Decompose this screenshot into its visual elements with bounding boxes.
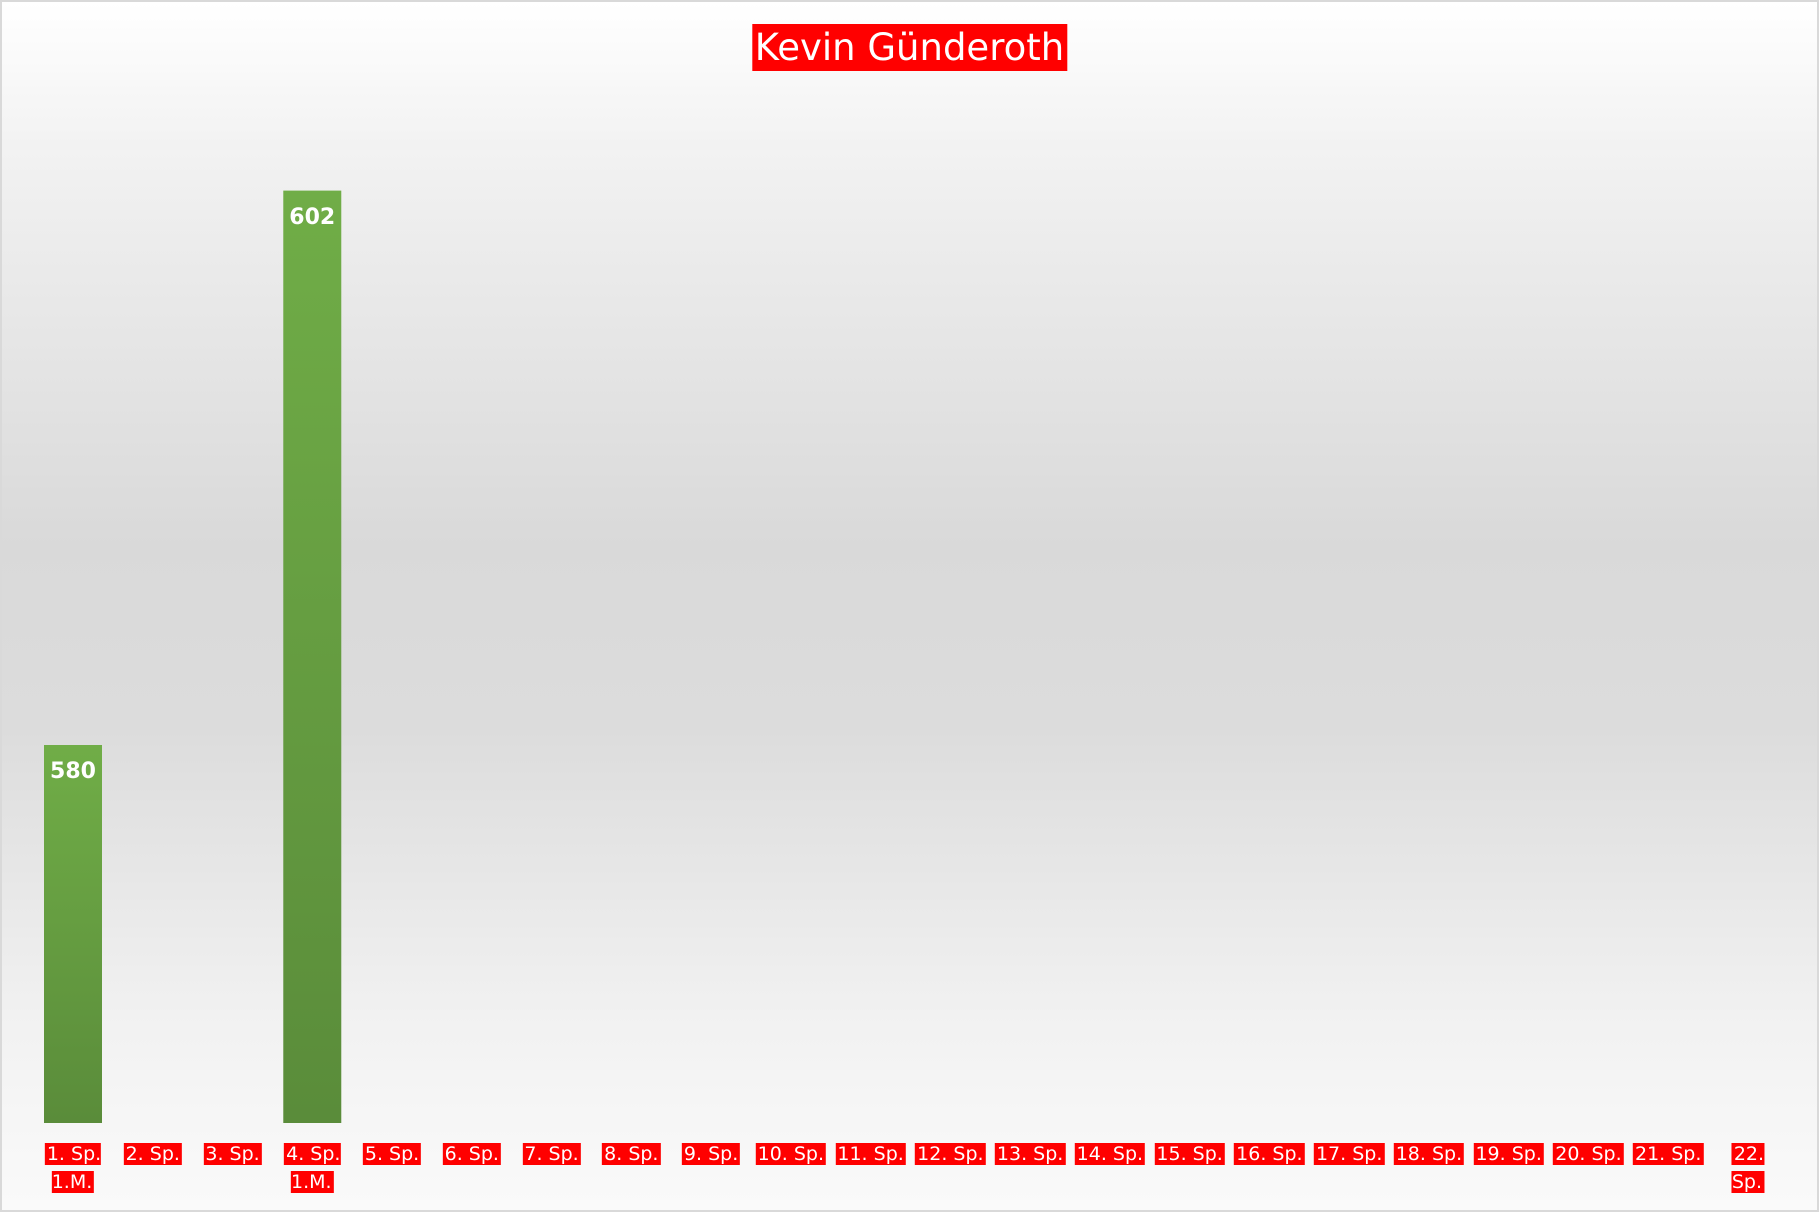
x-tick-text: 10. Sp.: [755, 1143, 827, 1165]
x-tick-text: 6. Sp.: [442, 1143, 501, 1165]
bar: [283, 190, 342, 1124]
x-tick-label: 17. Sp.: [1313, 1140, 1385, 1168]
x-tick-text: 18. Sp.: [1393, 1143, 1465, 1165]
data-label: 602: [289, 204, 336, 230]
x-tick-label: 14. Sp.: [1074, 1140, 1146, 1168]
chart-title: Kevin Günderoth: [751, 24, 1068, 71]
x-tick-label: 8. Sp.: [602, 1140, 661, 1168]
x-tick-label: 9. Sp.: [681, 1140, 741, 1168]
x-tick-label: 2. Sp.: [123, 1140, 182, 1168]
x-tick-text: 16. Sp.: [1234, 1143, 1305, 1165]
x-tick-label: 16. Sp.: [1234, 1140, 1305, 1168]
x-tick-text: 7. Sp.: [522, 1143, 581, 1165]
x-tick-label: 21. Sp.: [1632, 1140, 1704, 1168]
x-tick-label: 7. Sp.: [522, 1140, 581, 1168]
x-tick-label: 18. Sp.: [1393, 1140, 1465, 1168]
x-tick-label: 1. Sp. 1.M.: [44, 1140, 102, 1196]
x-tick-text: 4. Sp. 1.M.: [284, 1143, 341, 1193]
x-tick-text: 8. Sp.: [602, 1143, 661, 1165]
bar: [44, 745, 102, 1123]
x-tick-label: 22. Sp.: [1713, 1140, 1782, 1196]
x-tick-text: 19. Sp.: [1473, 1143, 1544, 1165]
x-tick-text: 21. Sp.: [1632, 1143, 1704, 1165]
x-tick-label: 5. Sp.: [362, 1140, 422, 1168]
x-tick-label: 11. Sp.: [835, 1140, 906, 1168]
x-tick-label: 19. Sp.: [1473, 1140, 1544, 1168]
x-tick-text: 1. Sp. 1.M.: [44, 1143, 102, 1193]
x-tick-text: 3. Sp.: [203, 1143, 262, 1165]
x-tick-text: 17. Sp.: [1313, 1143, 1385, 1165]
x-tick-label: 12. Sp.: [915, 1140, 986, 1168]
x-tick-text: 22. Sp.: [1731, 1143, 1765, 1193]
x-tick-text: 13. Sp.: [994, 1143, 1066, 1165]
x-tick-label: 3. Sp.: [203, 1140, 262, 1168]
x-tick-text: 11. Sp.: [835, 1143, 906, 1165]
x-tick-text: 5. Sp.: [362, 1143, 422, 1165]
x-tick-label: 13. Sp.: [994, 1140, 1066, 1168]
x-tick-text: 9. Sp.: [681, 1143, 741, 1165]
x-tick-text: 14. Sp.: [1074, 1143, 1146, 1165]
x-tick-text: 12. Sp.: [915, 1143, 986, 1165]
data-label: 580: [50, 759, 96, 784]
x-tick-label: 6. Sp.: [442, 1140, 501, 1168]
x-tick-label: 15. Sp.: [1154, 1140, 1225, 1168]
x-tick-label: 4. Sp. 1.M.: [284, 1140, 341, 1196]
x-tick-text: 15. Sp.: [1154, 1143, 1225, 1165]
x-tick-label: 10. Sp.: [755, 1140, 827, 1168]
x-tick-label: 20. Sp.: [1553, 1140, 1624, 1168]
x-tick-text: 2. Sp.: [123, 1143, 182, 1165]
x-tick-text: 20. Sp.: [1553, 1143, 1624, 1165]
